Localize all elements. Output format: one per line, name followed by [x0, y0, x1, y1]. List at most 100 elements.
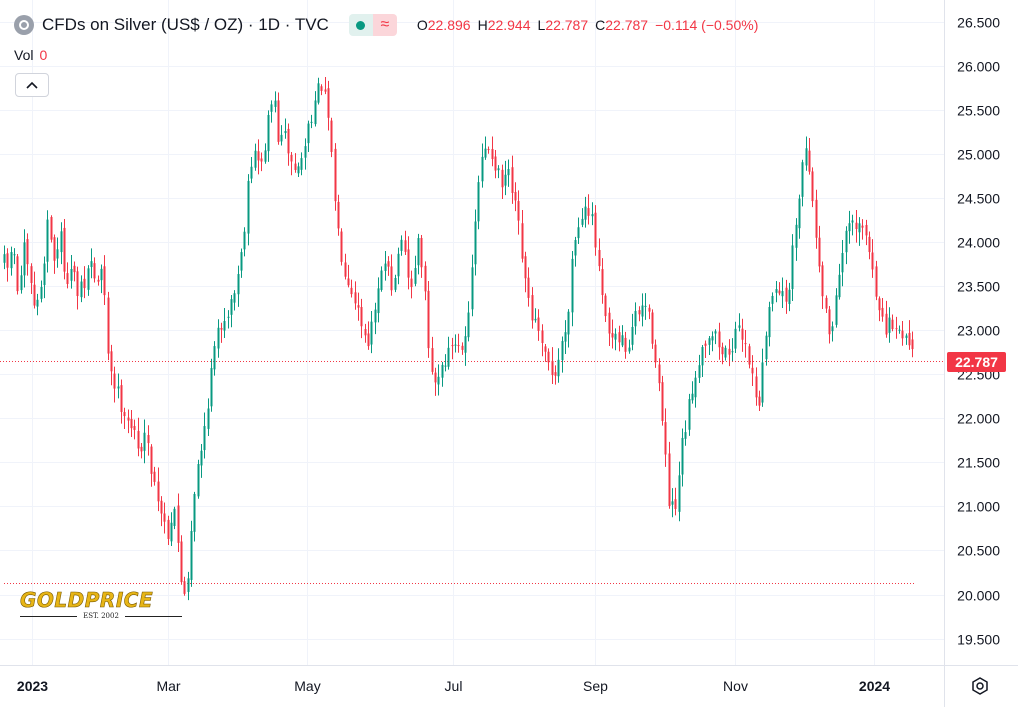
candle-body — [501, 169, 504, 188]
change-value: −0.114 (−0.50%) — [655, 17, 759, 33]
candle-body — [147, 435, 150, 444]
candle-body — [698, 365, 701, 378]
candle-body — [567, 311, 570, 335]
collapse-legend-button[interactable] — [15, 73, 49, 97]
candle-body — [631, 326, 634, 345]
price-tick-label: 22.000 — [957, 411, 1000, 427]
candle-body — [718, 331, 721, 348]
candle-body — [841, 253, 844, 273]
candle-body — [481, 156, 484, 182]
candle-body — [765, 335, 768, 360]
candle-body — [641, 305, 644, 317]
candle-body — [394, 278, 397, 290]
candle-body — [447, 347, 450, 367]
time-tick-label: May — [294, 678, 320, 694]
price-tick-label: 20.000 — [957, 588, 1000, 604]
candle-body — [364, 329, 367, 336]
candle-body — [654, 344, 657, 363]
candle-body — [46, 219, 49, 262]
candle-body — [127, 417, 130, 421]
candle-body — [537, 317, 540, 331]
market-status[interactable]: ≈ — [348, 14, 397, 36]
candle-body — [744, 343, 747, 345]
candle-body — [775, 289, 778, 293]
candle-body — [457, 345, 460, 347]
candle-body — [788, 289, 791, 304]
candle-body — [471, 267, 474, 310]
candle-body — [117, 386, 120, 389]
candle-body — [714, 331, 717, 334]
candle-body — [491, 148, 494, 160]
candle-body — [327, 88, 330, 118]
candle-body — [13, 254, 16, 256]
candle-body — [334, 148, 337, 202]
candle-body — [901, 330, 904, 339]
candle-body — [304, 146, 307, 158]
low-value: 22.787 — [545, 17, 589, 33]
candle-body — [591, 214, 594, 217]
candle-body — [761, 362, 764, 403]
wave-icon[interactable]: ≈ — [372, 14, 397, 36]
candle-body — [755, 376, 758, 398]
candle-body — [87, 268, 90, 290]
candle-body — [828, 309, 831, 335]
candle-body — [140, 446, 143, 452]
candle-body — [587, 208, 590, 216]
candle-body — [911, 339, 914, 350]
price-tick-label: 24.500 — [957, 191, 1000, 207]
candle-body — [891, 319, 894, 330]
candle-body — [250, 166, 253, 179]
candle-body — [43, 263, 46, 286]
candle-body — [233, 293, 236, 303]
ohlc-values: O22.896 H22.944 L22.787 C22.787 −0.114 (… — [417, 17, 759, 33]
candle-body — [571, 258, 574, 313]
candle-body — [444, 365, 447, 367]
candle-body — [487, 149, 490, 151]
candle-body — [170, 522, 173, 542]
candle-body — [704, 343, 707, 346]
candle-body — [217, 327, 220, 349]
candle-body — [200, 450, 203, 466]
candle-body — [514, 191, 517, 201]
candle-body — [157, 481, 160, 502]
candle-body — [577, 227, 580, 239]
candle-body — [738, 325, 741, 328]
candle-body — [798, 198, 801, 229]
candle-body — [741, 328, 744, 340]
candle-body — [521, 223, 524, 259]
candle-body — [210, 368, 213, 407]
candle-body — [76, 271, 79, 297]
candle-body — [731, 351, 734, 353]
candle-body — [180, 541, 183, 583]
candle-body — [270, 104, 273, 112]
candle-body — [638, 310, 641, 315]
candle-body — [534, 318, 537, 321]
candle-body — [681, 437, 684, 475]
candle-body — [598, 249, 601, 267]
price-tick-label: 25.500 — [957, 103, 1000, 119]
green-dot-icon[interactable] — [348, 14, 373, 36]
candle-body — [724, 347, 727, 358]
candle-body — [805, 148, 808, 166]
candle-body — [541, 330, 544, 344]
candle-body — [551, 360, 554, 376]
gear-icon[interactable] — [970, 676, 990, 696]
candle-body — [260, 158, 263, 162]
candle-body — [314, 100, 317, 125]
symbol-title[interactable]: CFDs on Silver (US$ / OZ) · 1D · TVC — [42, 15, 329, 34]
candle-body — [865, 224, 868, 236]
candle-body — [347, 278, 350, 286]
candle-body — [237, 274, 240, 295]
candle-body — [434, 372, 437, 383]
candle-body — [791, 245, 794, 290]
candle-body — [484, 148, 487, 158]
candle-body — [113, 373, 116, 389]
candle-body — [183, 581, 186, 594]
candle-body — [825, 297, 828, 309]
candle-body — [734, 328, 737, 349]
low-label: L — [537, 17, 546, 33]
candle-body — [227, 316, 230, 318]
time-tick-label: Sep — [583, 678, 608, 694]
candle-body — [103, 266, 106, 296]
